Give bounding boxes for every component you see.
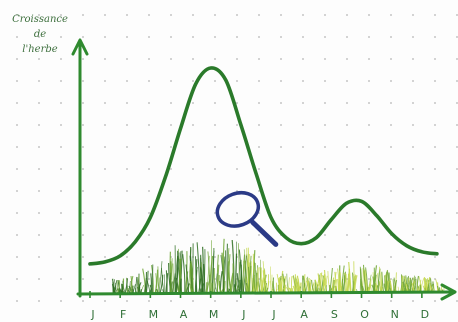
grass-blade: [287, 277, 290, 294]
grass-blade: [194, 266, 198, 294]
x-tick-label: A: [180, 308, 188, 321]
y-axis-label-line: l'herbe: [22, 44, 58, 55]
grass-blade: [151, 265, 154, 294]
grass-blade: [209, 255, 214, 294]
grass-blade: [155, 273, 157, 294]
x-tick-label: J: [241, 308, 245, 321]
magnifier-handle: [250, 219, 279, 247]
grass-blade: [113, 279, 118, 294]
x-tick-label: F: [120, 308, 126, 321]
grass-blade: [117, 280, 120, 294]
grass-blade: [230, 263, 234, 294]
grass-blade: [130, 275, 134, 294]
magnifier-lens: [215, 190, 261, 228]
y-axis-arrow: [71, 38, 89, 56]
grass-blade: [214, 273, 218, 294]
y-axis-label: Croissance de l'herbe: [8, 12, 72, 57]
grass-blade: [216, 264, 220, 294]
grass-blade: [199, 258, 202, 294]
grass-blade: [278, 277, 281, 294]
grass-blade: [203, 264, 206, 294]
grass-blade: [337, 268, 340, 294]
grass-blade: [189, 263, 193, 294]
x-tick-label: M: [209, 308, 219, 321]
y-axis-label-line: Croissance: [12, 14, 68, 25]
x-tick-label: A: [300, 308, 308, 321]
grass-blade: [220, 255, 224, 294]
y-axis-label-line: de: [33, 29, 47, 40]
x-tick-label: J: [271, 308, 275, 321]
grass-blade: [236, 261, 241, 294]
grass-blade: [219, 270, 223, 294]
grass-blade: [213, 267, 215, 294]
grass-blade: [379, 266, 382, 294]
grass-blade: [124, 278, 128, 294]
grass-blade: [262, 270, 266, 294]
grass-blade: [348, 261, 352, 294]
grass-blade: [207, 251, 211, 294]
grass-blade: [253, 262, 256, 294]
grass-blade: [159, 274, 164, 294]
grass-blade: [242, 255, 247, 294]
grass-blade: [257, 267, 259, 294]
grass-blade: [178, 258, 182, 294]
x-tick-label: S: [331, 308, 338, 321]
x-axis-arrow: [440, 283, 457, 301]
grass-blade: [171, 281, 174, 294]
grass-blade: [258, 259, 261, 294]
grass-blade: [248, 265, 252, 294]
grass-blade: [190, 261, 194, 294]
grass-blade: [176, 252, 180, 294]
grass-blade: [158, 261, 163, 294]
grass-blade: [337, 278, 340, 294]
x-tick-label: M: [149, 308, 159, 321]
grass-blade: [362, 264, 367, 294]
grass-blade: [135, 276, 138, 294]
x-tick-label: D: [421, 308, 429, 321]
grass-blade: [222, 238, 225, 294]
grass-illustration: [111, 238, 445, 294]
grass-blade: [182, 254, 186, 294]
grass-blade: [244, 260, 249, 294]
magnifier-icon: [215, 190, 279, 247]
grass-blade: [185, 264, 190, 294]
x-tick-label: N: [391, 308, 399, 321]
grass-blade: [270, 266, 273, 294]
grass-blade: [373, 265, 378, 294]
grass-blade: [144, 277, 147, 294]
grass-blade: [169, 261, 172, 294]
grass-blade: [196, 242, 201, 294]
grass-blade: [235, 241, 238, 294]
grass-blade: [112, 278, 114, 294]
grass-blade: [254, 272, 258, 294]
grass-blade: [203, 249, 206, 294]
grass-blade: [199, 267, 204, 294]
grass-growth-curve: [88, 66, 439, 266]
x-tick-label: O: [360, 308, 369, 321]
x-tick-label: J: [90, 308, 94, 321]
grass-blade: [228, 261, 232, 294]
grass-blade: [130, 276, 133, 294]
x-axis: [76, 290, 456, 296]
grass-blade: [136, 276, 140, 294]
grass-blade: [137, 275, 140, 294]
grass-blade: [251, 261, 255, 294]
grass-blade: [211, 282, 214, 294]
axes: [71, 38, 457, 301]
grass-blade: [165, 273, 169, 294]
grass-blade: [116, 280, 119, 294]
grass-blade: [227, 248, 230, 294]
grass-blade: [146, 281, 151, 294]
